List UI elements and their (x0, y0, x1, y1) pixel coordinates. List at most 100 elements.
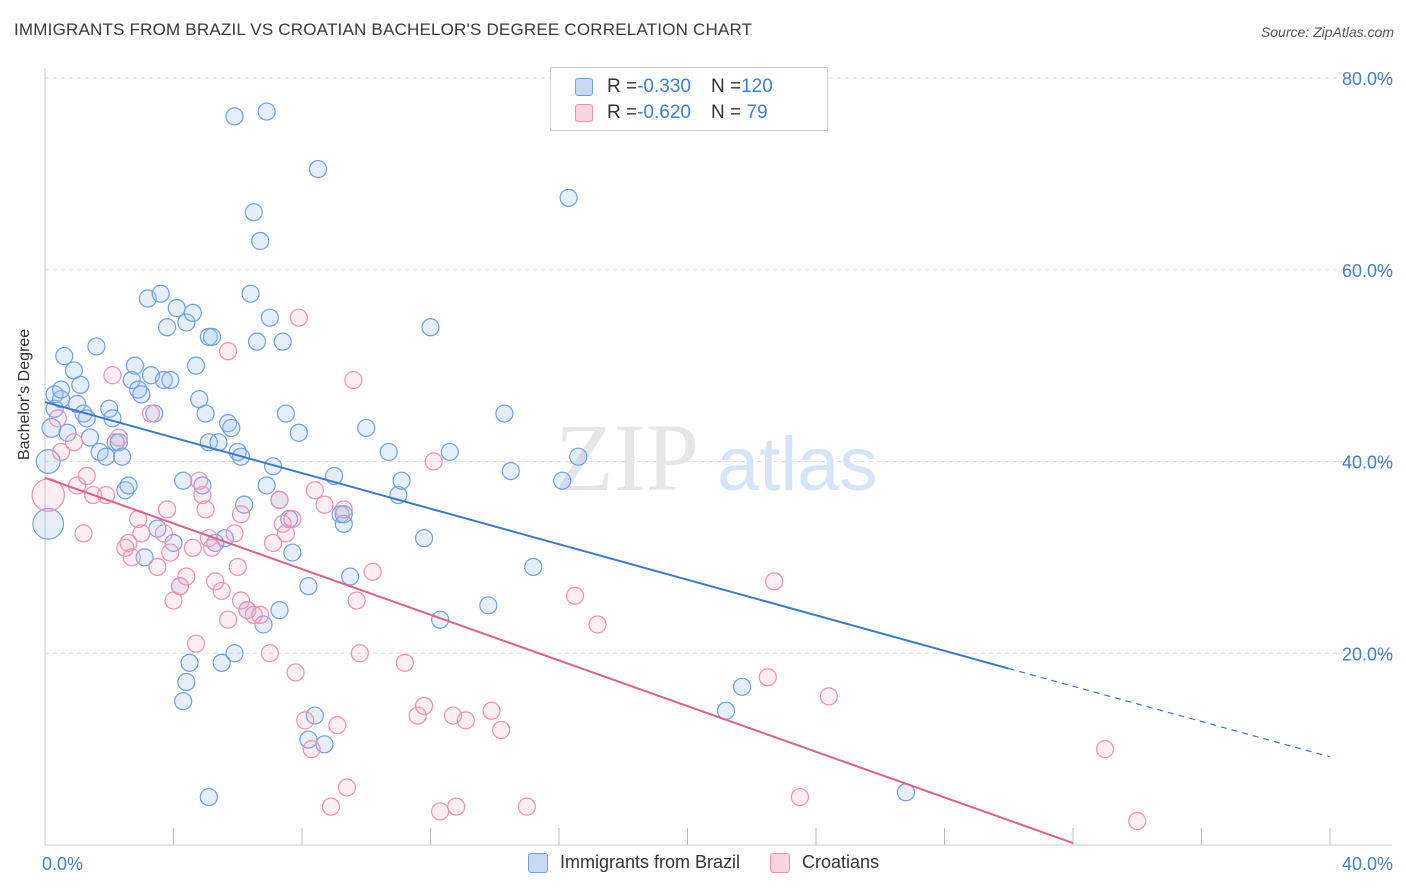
brazil-point (32, 507, 65, 540)
croatian-point (141, 404, 161, 423)
brazil-point (431, 610, 450, 629)
croatian-point (270, 490, 289, 509)
croatian-point (482, 701, 501, 720)
croatian-point (96, 485, 116, 505)
brazil-point (235, 495, 254, 514)
brazil-point (180, 653, 199, 672)
legend-swatch-brazil (528, 852, 548, 873)
croatian-point (315, 495, 334, 514)
brazil-point (199, 787, 218, 807)
croatian-point (177, 567, 196, 586)
brazil-point (357, 418, 376, 438)
legend-swatch-brazil (575, 78, 593, 96)
croatian-point (350, 644, 369, 663)
brazil-point (341, 567, 360, 586)
brazil-point (212, 653, 231, 672)
croatian-point (157, 500, 177, 519)
croatian-point (289, 308, 308, 327)
croatian-point (190, 471, 209, 490)
croatian-point (273, 514, 292, 533)
brazil-point (305, 706, 324, 725)
legend-n-label: N = (710, 76, 742, 97)
croatian-point (219, 610, 238, 629)
croatian-point (196, 500, 215, 519)
brazil-point (334, 514, 353, 533)
brazil-point (524, 557, 543, 577)
y-axis-label: Bachelor's Degree (16, 328, 33, 460)
brazil-point (151, 284, 170, 303)
brazil-point (135, 548, 154, 567)
chart-title: IMMIGRANTS FROM BRAZIL VS CROATIAN BACHE… (14, 20, 753, 39)
brazil-point (51, 380, 71, 399)
trendline-brazil-extension (1008, 668, 1331, 758)
legend-row-brazil: R = -0.330 N = 120 (575, 75, 773, 99)
brazil-point (379, 442, 398, 462)
croatian-point (116, 538, 135, 557)
croatian-point (344, 370, 363, 390)
y-tick-label: 40.0% (1342, 453, 1393, 473)
croatian-point (170, 577, 190, 596)
brazil-point (225, 107, 244, 126)
brazil-point (183, 303, 202, 322)
croatian-point (263, 533, 283, 553)
croatian-point (48, 409, 67, 428)
croatian-point (64, 433, 84, 452)
series-legend: Immigrants from Brazil Croatians (528, 852, 909, 873)
brazil-point (257, 102, 276, 121)
brazil-point (58, 423, 77, 442)
brazil-point (167, 299, 186, 318)
watermark: ZIP atlas (555, 404, 878, 511)
legend-swatch-croatian (575, 104, 593, 122)
croatian-point (212, 581, 231, 601)
brazil-point (733, 677, 752, 696)
croatian-point (74, 524, 93, 543)
trend-lines (44, 401, 1331, 845)
brazil-point (129, 380, 148, 399)
croatian-point (119, 533, 138, 553)
croatian-point (302, 740, 321, 759)
brazil-point (186, 356, 206, 375)
tick-labels: 20.0% 40.0% 60.0% 80.0% 0.0% 40.0% (42, 69, 1393, 874)
croatian-point (347, 591, 366, 610)
brazil-point (270, 601, 289, 620)
source-note: Source: ZipAtlas.com (1260, 24, 1394, 40)
legend-r-value: -0.620 (637, 102, 691, 123)
trendline-brazil (44, 401, 1010, 670)
brazil-point (569, 447, 588, 466)
trendline-croatian (44, 476, 1074, 845)
brazil-point (254, 615, 273, 634)
y-tick-label: 20.0% (1342, 644, 1393, 664)
croatian-point (414, 696, 434, 716)
croatian-point (431, 802, 450, 821)
brazil-point (68, 394, 87, 414)
brazil-point (495, 404, 514, 423)
brazil-point (299, 577, 318, 596)
croatian-point (790, 787, 810, 807)
croatian-point (1128, 811, 1147, 831)
brazil-point (222, 418, 241, 438)
brazil-point (122, 370, 141, 390)
legend-row-croatian: R = -0.620 N = 79 (575, 101, 768, 125)
brazil-point (177, 313, 196, 332)
brazil-point (80, 428, 100, 447)
y-tick-label: 80.0% (1342, 69, 1393, 89)
legend-item-brazil[interactable]: Immigrants from Brazil (528, 852, 740, 873)
croatian-point (260, 644, 279, 663)
croatian-point (219, 342, 238, 361)
croatian-point (148, 557, 167, 577)
croatian-point (408, 706, 427, 725)
croatian-point (395, 653, 414, 672)
legend-item-croatian[interactable]: Croatians (770, 852, 879, 873)
legend-label-brazil: Immigrants from Brazil (560, 852, 741, 872)
x-tick-label: 0.0% (42, 854, 83, 874)
brazil-point (251, 231, 270, 251)
brazil-point (35, 449, 61, 475)
croatian-point (122, 548, 141, 567)
croatian-point (565, 586, 585, 605)
croatian-point (424, 452, 443, 471)
croatian-point (286, 663, 305, 682)
croatian-point (231, 591, 251, 610)
brazil-point (177, 672, 196, 692)
watermark-atlas: atlas (717, 422, 878, 507)
croatian-point (231, 505, 251, 524)
